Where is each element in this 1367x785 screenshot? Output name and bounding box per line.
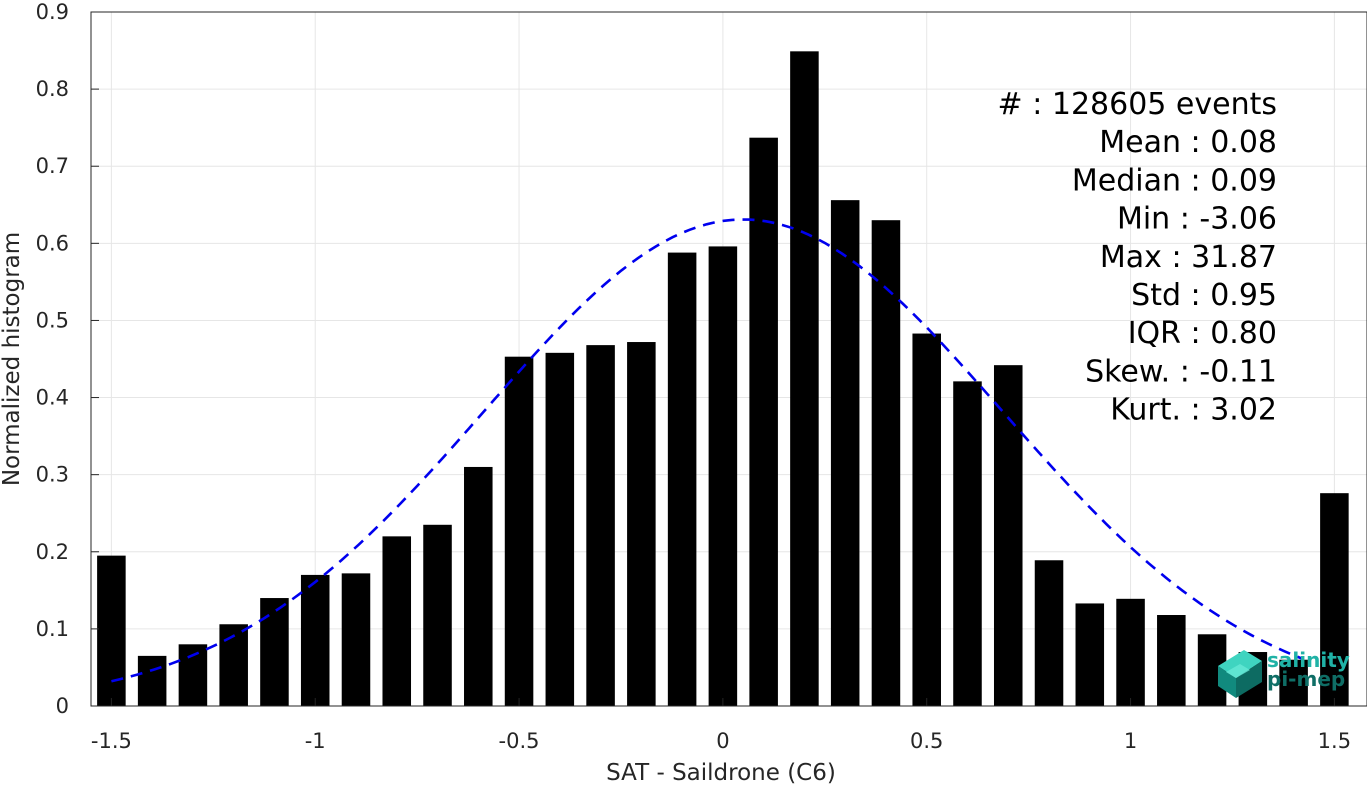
x-tick-label: 0: [716, 729, 729, 753]
gaussian-fit-curve: [111, 218, 1303, 683]
stat-line: Skew. : -0.11: [1085, 354, 1277, 389]
y-tick-label: 0.2: [36, 540, 69, 564]
y-tick-label: 0.9: [36, 0, 69, 24]
y-axis-ticks: 0 0.1 0.2 0.3 0.4 0.5 0.6 0.7 0.8 0.9: [36, 0, 99, 718]
histogram-bar: [464, 466, 493, 706]
stat-line: Median : 0.09: [1072, 163, 1277, 198]
stat-line: IQR : 0.80: [1128, 316, 1277, 351]
x-tick-label: 1: [1124, 729, 1137, 753]
histogram-bar: [708, 246, 738, 706]
histogram-bar: [300, 574, 330, 706]
y-tick-label: 0.4: [36, 386, 69, 410]
logo-text-line1: salinity: [1267, 648, 1350, 672]
x-axis-ticks: -1.5 -1 -0.5 0 0.5 1 1.5: [91, 698, 1351, 753]
y-tick-label: 0.8: [36, 77, 69, 101]
stat-line: Mean : 0.08: [1099, 125, 1277, 160]
histogram-bar: [953, 381, 982, 706]
y-tick-label: 0.1: [36, 617, 69, 641]
histogram-bar: [137, 655, 167, 706]
y-tick-label: 0.7: [36, 154, 69, 178]
axes-frame: [90, 11, 1367, 707]
histogram-bar: [1320, 493, 1349, 706]
histogram-bar: [1116, 598, 1145, 706]
stat-line: Kurt. : 3.02: [1110, 393, 1277, 428]
y-tick-label: 0.6: [36, 231, 69, 255]
histogram-bar: [830, 200, 860, 706]
histogram-bar: [912, 333, 941, 706]
histogram-bar: [423, 524, 452, 706]
bars: [97, 51, 1349, 707]
histogram-bar: [667, 252, 697, 706]
histogram-bar: [586, 345, 615, 706]
histogram-bar: [627, 342, 656, 706]
stat-line: Min : -3.06: [1117, 202, 1277, 237]
y-axis-label: Normalized histogram: [0, 232, 25, 486]
histogram-bar: [1075, 603, 1105, 706]
stat-line: # : 128605 events: [998, 87, 1277, 122]
cube-icon: [1218, 650, 1262, 698]
histogram-bar: [260, 598, 289, 706]
y-tick-label: 0.3: [36, 463, 69, 487]
histogram-bar: [97, 555, 126, 706]
y-tick-label: 0: [56, 694, 69, 718]
histogram-bar: [790, 51, 819, 707]
x-tick-label: 1.5: [1318, 729, 1351, 753]
x-tick-label: -0.5: [499, 729, 540, 753]
histogram-bar: [1279, 659, 1308, 706]
stat-line: Std : 0.95: [1131, 278, 1277, 313]
x-tick-label: -1: [305, 729, 326, 753]
histogram-bar: [219, 624, 248, 706]
stat-line: Max : 31.87: [1100, 240, 1277, 275]
logo-text-line2: pi-mep: [1267, 667, 1345, 691]
histogram-bar: [749, 137, 778, 707]
x-axis-label: SAT - Saildrone (C6): [606, 760, 836, 785]
x-tick-label: -1.5: [91, 729, 132, 753]
histogram-bar: [545, 352, 575, 706]
histogram-bar: [993, 365, 1023, 706]
histogram-bar: [382, 536, 412, 706]
x-tick-label: 0.5: [910, 729, 943, 753]
histogram-bar: [178, 644, 208, 706]
histogram-bar: [341, 573, 371, 706]
histogram-bar: [871, 220, 901, 706]
y-tick-label: 0.5: [36, 308, 69, 332]
histogram-bar: [1034, 560, 1064, 706]
histogram-bar: [1157, 615, 1186, 706]
salinity-pimep-logo: salinity pi-mep: [1218, 648, 1350, 698]
histogram-bar: [504, 356, 534, 706]
